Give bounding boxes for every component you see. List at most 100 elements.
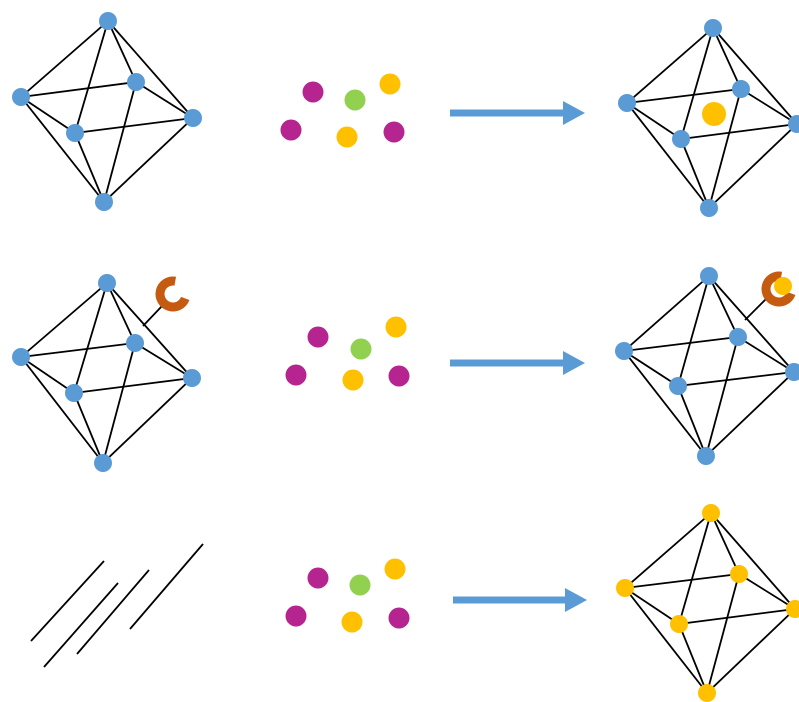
cage-empty bbox=[12, 12, 202, 211]
edge-B-FR bbox=[680, 138, 710, 209]
vertex-node bbox=[94, 454, 112, 472]
edge-B-R bbox=[103, 117, 194, 203]
ion-green bbox=[350, 338, 372, 360]
ion-magenta bbox=[307, 567, 329, 589]
edge-B-L bbox=[623, 350, 707, 457]
edge-B-FR bbox=[677, 385, 707, 457]
edge-T-L bbox=[626, 27, 714, 104]
edge-R-FR bbox=[74, 117, 194, 134]
vertex-node bbox=[729, 328, 747, 346]
arrow-head bbox=[563, 101, 585, 125]
edge-B-BK bbox=[102, 342, 136, 464]
vertex-node bbox=[672, 130, 690, 148]
ion-magenta bbox=[285, 605, 307, 627]
ion-mixture bbox=[280, 73, 405, 148]
receptor-icon bbox=[761, 271, 796, 307]
edge-T-L bbox=[20, 282, 108, 358]
ion-magenta bbox=[383, 121, 405, 143]
vertex-node bbox=[618, 94, 636, 112]
edge-B-R bbox=[706, 608, 796, 694]
edge-BK-R bbox=[740, 88, 798, 125]
edge-T-R bbox=[710, 512, 796, 610]
edge-B-R bbox=[708, 123, 798, 209]
edge-B-BK bbox=[103, 81, 137, 203]
edge-L-BK bbox=[626, 88, 742, 104]
vertex-node bbox=[95, 193, 113, 211]
edge-T-FR bbox=[678, 512, 712, 625]
edge-B-FR bbox=[74, 132, 105, 203]
ion-magenta bbox=[302, 81, 324, 103]
vertex-node bbox=[12, 348, 30, 366]
edge-T-FR bbox=[73, 282, 108, 394]
vertex-node bbox=[702, 504, 720, 522]
edge-T-FR bbox=[680, 27, 714, 140]
fragment-line bbox=[43, 582, 119, 668]
receptor-group bbox=[142, 276, 190, 327]
reaction-arrow bbox=[450, 351, 585, 375]
cage-product bbox=[616, 504, 799, 702]
vertex-node bbox=[698, 684, 716, 702]
edge-R-FR bbox=[73, 377, 193, 394]
vertex-node bbox=[126, 334, 144, 352]
edge-B-L bbox=[626, 102, 710, 209]
vertex-node bbox=[616, 579, 634, 597]
edge-B-L bbox=[20, 96, 105, 203]
vertex-node bbox=[700, 199, 718, 217]
receptor-icon bbox=[155, 276, 190, 312]
edge-R-FR bbox=[680, 123, 798, 140]
reaction-arrow bbox=[453, 588, 587, 612]
edge-L-BK bbox=[20, 81, 137, 98]
edge-T-R bbox=[107, 20, 194, 119]
edge-FR-L bbox=[626, 102, 682, 140]
receptor-linker bbox=[744, 298, 767, 321]
edge-FR-L bbox=[623, 350, 679, 387]
fragment-line bbox=[76, 569, 150, 655]
vertex-node bbox=[65, 384, 83, 402]
ion-magenta bbox=[285, 364, 307, 386]
vertex-node bbox=[98, 274, 116, 292]
fragment-line bbox=[129, 543, 204, 630]
ion-green bbox=[349, 574, 371, 596]
vertex-node bbox=[788, 115, 799, 133]
arrow-head bbox=[563, 351, 585, 375]
edge-T-BK bbox=[708, 275, 739, 338]
arrow-head bbox=[565, 588, 587, 612]
ion-mixture bbox=[285, 558, 410, 633]
edge-FR-L bbox=[624, 587, 680, 625]
edge-R-FR bbox=[678, 608, 796, 625]
reaction-arrow bbox=[450, 101, 585, 125]
vertex-node bbox=[99, 12, 117, 30]
receptor-linker bbox=[142, 305, 163, 327]
edge-T-R bbox=[708, 275, 795, 373]
vertex-node bbox=[66, 124, 84, 142]
edge-FR-L bbox=[20, 96, 76, 134]
edge-BK-R bbox=[135, 81, 194, 119]
edge-T-BK bbox=[106, 282, 136, 344]
edge-L-BK bbox=[623, 336, 739, 352]
vertex-node bbox=[732, 80, 750, 98]
ion-magenta bbox=[388, 365, 410, 387]
edge-T-L bbox=[20, 20, 109, 98]
edge-T-R bbox=[712, 27, 798, 125]
edge-B-BK bbox=[705, 336, 739, 457]
vertex-node bbox=[670, 615, 688, 633]
bound-guest bbox=[774, 277, 792, 295]
ion-green bbox=[344, 89, 366, 111]
vertex-node bbox=[700, 267, 718, 285]
fragment-line bbox=[30, 560, 105, 642]
vertex-node bbox=[786, 600, 799, 618]
edge-BK-R bbox=[134, 342, 193, 379]
vertex-node bbox=[669, 377, 687, 395]
edge-B-R bbox=[705, 371, 795, 457]
ion-magenta bbox=[388, 607, 410, 629]
edge-L-BK bbox=[20, 342, 136, 358]
cage-product bbox=[618, 19, 799, 217]
vertex-node bbox=[615, 342, 633, 360]
ion-magenta bbox=[280, 119, 302, 141]
edge-T-FR bbox=[74, 20, 109, 134]
edge-T-BK bbox=[712, 27, 742, 90]
edge-T-L bbox=[623, 275, 710, 352]
vertex-node bbox=[730, 565, 748, 583]
edge-B-L bbox=[20, 356, 104, 464]
